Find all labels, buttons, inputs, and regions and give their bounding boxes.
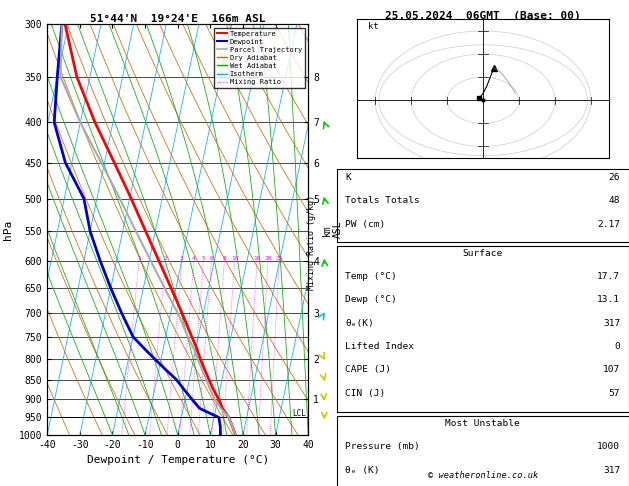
Text: 25: 25 xyxy=(276,256,283,260)
Text: 3: 3 xyxy=(180,256,184,260)
Text: 25.05.2024  06GMT  (Base: 00): 25.05.2024 06GMT (Base: 00) xyxy=(385,11,581,21)
Text: Surface: Surface xyxy=(463,249,503,258)
Y-axis label: km
ASL: km ASL xyxy=(321,221,343,239)
Text: Pressure (mb): Pressure (mb) xyxy=(345,442,420,451)
Text: 13.1: 13.1 xyxy=(597,295,620,305)
Text: 107: 107 xyxy=(603,365,620,375)
Text: θₑ(K): θₑ(K) xyxy=(345,319,374,328)
Text: 317: 317 xyxy=(603,319,620,328)
Text: 6: 6 xyxy=(209,256,213,260)
Text: K: K xyxy=(345,173,351,182)
Text: CAPE (J): CAPE (J) xyxy=(345,365,391,375)
Text: 5: 5 xyxy=(202,256,206,260)
Text: PW (cm): PW (cm) xyxy=(345,220,386,229)
Text: 4: 4 xyxy=(192,256,196,260)
Text: Mixing Ratio (g/kg): Mixing Ratio (g/kg) xyxy=(307,195,316,291)
Text: 20: 20 xyxy=(264,256,272,260)
Text: CIN (J): CIN (J) xyxy=(345,389,386,398)
Text: 8: 8 xyxy=(223,256,226,260)
Text: 1000: 1000 xyxy=(597,442,620,451)
Text: LCL: LCL xyxy=(292,410,306,418)
Text: 17.7: 17.7 xyxy=(597,272,620,281)
Text: 0: 0 xyxy=(615,342,620,351)
X-axis label: Dewpoint / Temperature (°C): Dewpoint / Temperature (°C) xyxy=(87,455,269,466)
Text: Totals Totals: Totals Totals xyxy=(345,196,420,206)
Text: 48: 48 xyxy=(609,196,620,206)
Text: Temp (°C): Temp (°C) xyxy=(345,272,397,281)
Text: Lifted Index: Lifted Index xyxy=(345,342,415,351)
Text: 26: 26 xyxy=(609,173,620,182)
Y-axis label: hPa: hPa xyxy=(3,220,13,240)
Text: 1: 1 xyxy=(137,256,141,260)
Title: 51°44'N  19°24'E  166m ASL: 51°44'N 19°24'E 166m ASL xyxy=(90,14,265,23)
Text: 10: 10 xyxy=(231,256,238,260)
Text: 57: 57 xyxy=(609,389,620,398)
Text: Most Unstable: Most Unstable xyxy=(445,419,520,428)
Text: © weatheronline.co.uk: © weatheronline.co.uk xyxy=(428,471,538,480)
Text: Dewp (°C): Dewp (°C) xyxy=(345,295,397,305)
Text: 317: 317 xyxy=(603,466,620,475)
Text: 16: 16 xyxy=(253,256,261,260)
Legend: Temperature, Dewpoint, Parcel Trajectory, Dry Adiabat, Wet Adiabat, Isotherm, Mi: Temperature, Dewpoint, Parcel Trajectory… xyxy=(214,28,304,88)
Text: θₑ (K): θₑ (K) xyxy=(345,466,380,475)
Text: kt: kt xyxy=(368,22,379,31)
Text: 2: 2 xyxy=(164,256,167,260)
Text: 2.17: 2.17 xyxy=(597,220,620,229)
